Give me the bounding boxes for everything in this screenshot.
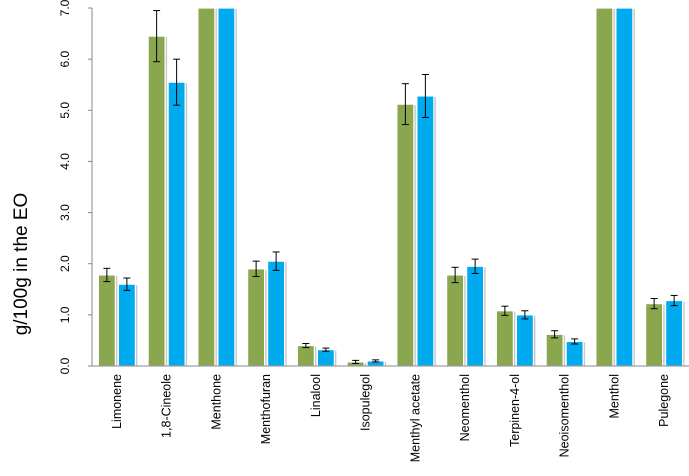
bar-1 xyxy=(396,103,415,367)
bar-2 xyxy=(466,265,485,367)
bar-2 xyxy=(316,349,335,367)
y-tick-label: 4.0 xyxy=(58,153,72,170)
bar-2 xyxy=(267,260,286,367)
y-tick-label: 5.0 xyxy=(58,102,72,119)
bar-2 xyxy=(117,283,136,367)
x-category-label: Menthone xyxy=(209,374,223,430)
x-category-label: Menthofuran xyxy=(259,374,273,444)
bar-1 xyxy=(97,274,116,367)
x-category-label: 1,8-Cineole xyxy=(160,374,174,438)
y-axis-title-text: g/100g in the EO xyxy=(11,193,32,336)
bar-1 xyxy=(197,7,216,367)
y-tick-label: 3.0 xyxy=(58,204,72,221)
x-category-label: Menthyl acetate xyxy=(408,374,422,462)
bar-2 xyxy=(615,7,634,367)
bar-1 xyxy=(645,303,664,367)
y-tick-label: 7.0 xyxy=(58,0,72,16)
bar-1 xyxy=(296,344,315,367)
x-category-label: Pulegone xyxy=(657,374,671,427)
error-bars xyxy=(103,10,678,364)
bars xyxy=(97,7,685,367)
y-axis-title: g/100g in the EO xyxy=(11,193,32,336)
bar-2 xyxy=(665,299,684,367)
bar-1 xyxy=(247,268,266,367)
bar-2 xyxy=(416,95,435,367)
x-category-label: Neomenthol xyxy=(458,374,472,441)
x-category-label: Isopulegol xyxy=(359,374,373,431)
bar-1 xyxy=(595,7,614,367)
y-tick-label: 0.0 xyxy=(58,357,72,374)
x-category-label: Limonene xyxy=(110,374,124,429)
y-axis-ticks: 0.0 1.0 2.0 3.0 4.0 5.0 6.0 7.0 xyxy=(58,0,92,374)
x-category-label: Terpinen-4-ol xyxy=(508,374,522,447)
bar-1 xyxy=(545,333,564,367)
x-category-label: Menthol xyxy=(607,374,621,418)
x-category-label: Linalool xyxy=(309,374,323,417)
y-tick-label: 1.0 xyxy=(58,306,72,323)
bar-2 xyxy=(217,7,236,367)
x-category-label: Neoisomenthol xyxy=(558,374,572,457)
bar-1 xyxy=(495,310,514,367)
y-tick-label: 2.0 xyxy=(58,255,72,272)
bar-1 xyxy=(446,274,465,367)
y-tick-label: 6.0 xyxy=(58,50,72,67)
x-axis-labels: Limonene 1,8-Cineole Menthone Menthofuran Li… xyxy=(110,374,671,462)
bar-2 xyxy=(565,340,584,367)
bar-2 xyxy=(167,81,186,367)
bar-1 xyxy=(147,35,166,367)
bar-2 xyxy=(515,314,534,367)
